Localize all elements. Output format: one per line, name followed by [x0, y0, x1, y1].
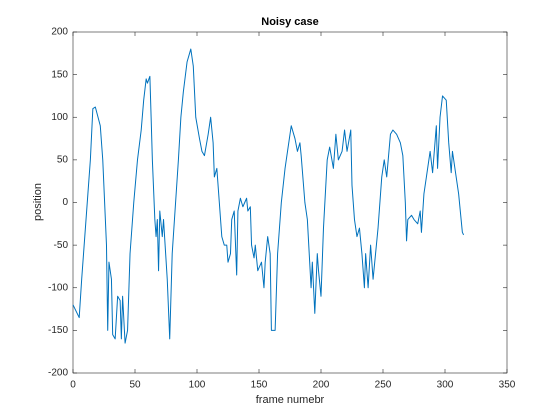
x-tick-label: 350 [499, 380, 516, 391]
x-tick-label: 0 [70, 380, 76, 391]
x-tick-label: 50 [129, 380, 141, 391]
y-tick-label: -100 [48, 282, 68, 293]
data-line [72, 48, 465, 344]
y-tick-label: -200 [48, 368, 68, 379]
y-tick-label: 200 [51, 27, 68, 38]
y-tick-label: -50 [54, 240, 69, 251]
chart-title: Noisy case [261, 16, 318, 28]
x-tick-label: 150 [251, 380, 268, 391]
y-tick-label: 0 [62, 197, 68, 208]
x-axis-label: frame numebr [256, 394, 325, 406]
y-tick-label: 100 [51, 112, 68, 123]
x-tick-label: 100 [189, 380, 206, 391]
x-tick-label: 250 [375, 380, 392, 391]
y-tick-label: -150 [48, 325, 68, 336]
y-axis-label: position [32, 183, 44, 221]
x-tick-label: 300 [437, 380, 454, 391]
x-tick-label: 200 [313, 380, 330, 391]
y-tick-label: 150 [51, 69, 68, 80]
y-tick-label: 50 [57, 155, 69, 166]
